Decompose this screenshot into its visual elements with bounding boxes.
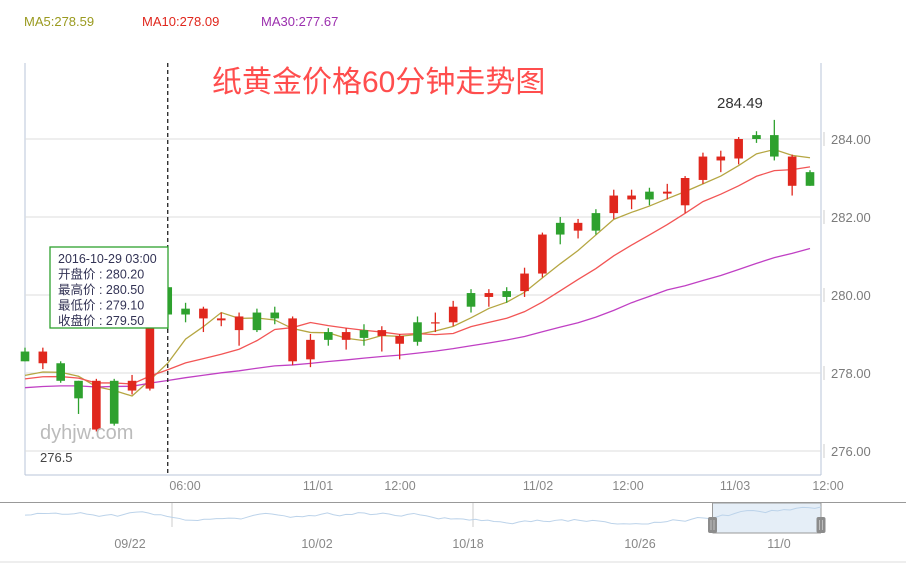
svg-text:10/18: 10/18	[452, 537, 483, 551]
svg-text:11/0: 11/0	[767, 537, 790, 551]
svg-text:10/02: 10/02	[301, 537, 332, 551]
svg-text:09/22: 09/22	[114, 537, 145, 551]
svg-text:10/26: 10/26	[624, 537, 655, 551]
